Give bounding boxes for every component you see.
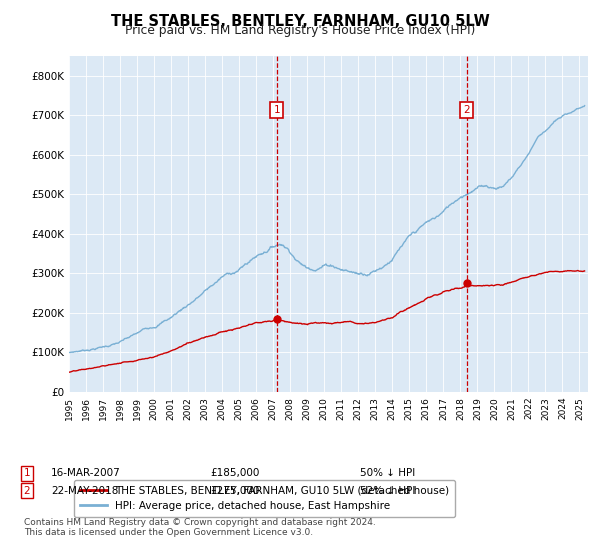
Text: £185,000: £185,000 bbox=[210, 468, 259, 478]
Text: THE STABLES, BENTLEY, FARNHAM, GU10 5LW: THE STABLES, BENTLEY, FARNHAM, GU10 5LW bbox=[110, 14, 490, 29]
Text: 2: 2 bbox=[464, 105, 470, 115]
Text: 22-MAY-2018: 22-MAY-2018 bbox=[51, 486, 118, 496]
Text: £275,000: £275,000 bbox=[210, 486, 259, 496]
Text: Contains HM Land Registry data © Crown copyright and database right 2024.
This d: Contains HM Land Registry data © Crown c… bbox=[24, 518, 376, 538]
Legend: THE STABLES, BENTLEY, FARNHAM, GU10 5LW (detached house), HPI: Average price, de: THE STABLES, BENTLEY, FARNHAM, GU10 5LW … bbox=[74, 479, 455, 517]
Text: 1: 1 bbox=[23, 468, 31, 478]
Text: 1: 1 bbox=[274, 105, 280, 115]
Text: 52% ↓ HPI: 52% ↓ HPI bbox=[360, 486, 415, 496]
Text: 50% ↓ HPI: 50% ↓ HPI bbox=[360, 468, 415, 478]
Text: 16-MAR-2007: 16-MAR-2007 bbox=[51, 468, 121, 478]
Text: 2: 2 bbox=[23, 486, 31, 496]
Text: Price paid vs. HM Land Registry's House Price Index (HPI): Price paid vs. HM Land Registry's House … bbox=[125, 24, 475, 37]
